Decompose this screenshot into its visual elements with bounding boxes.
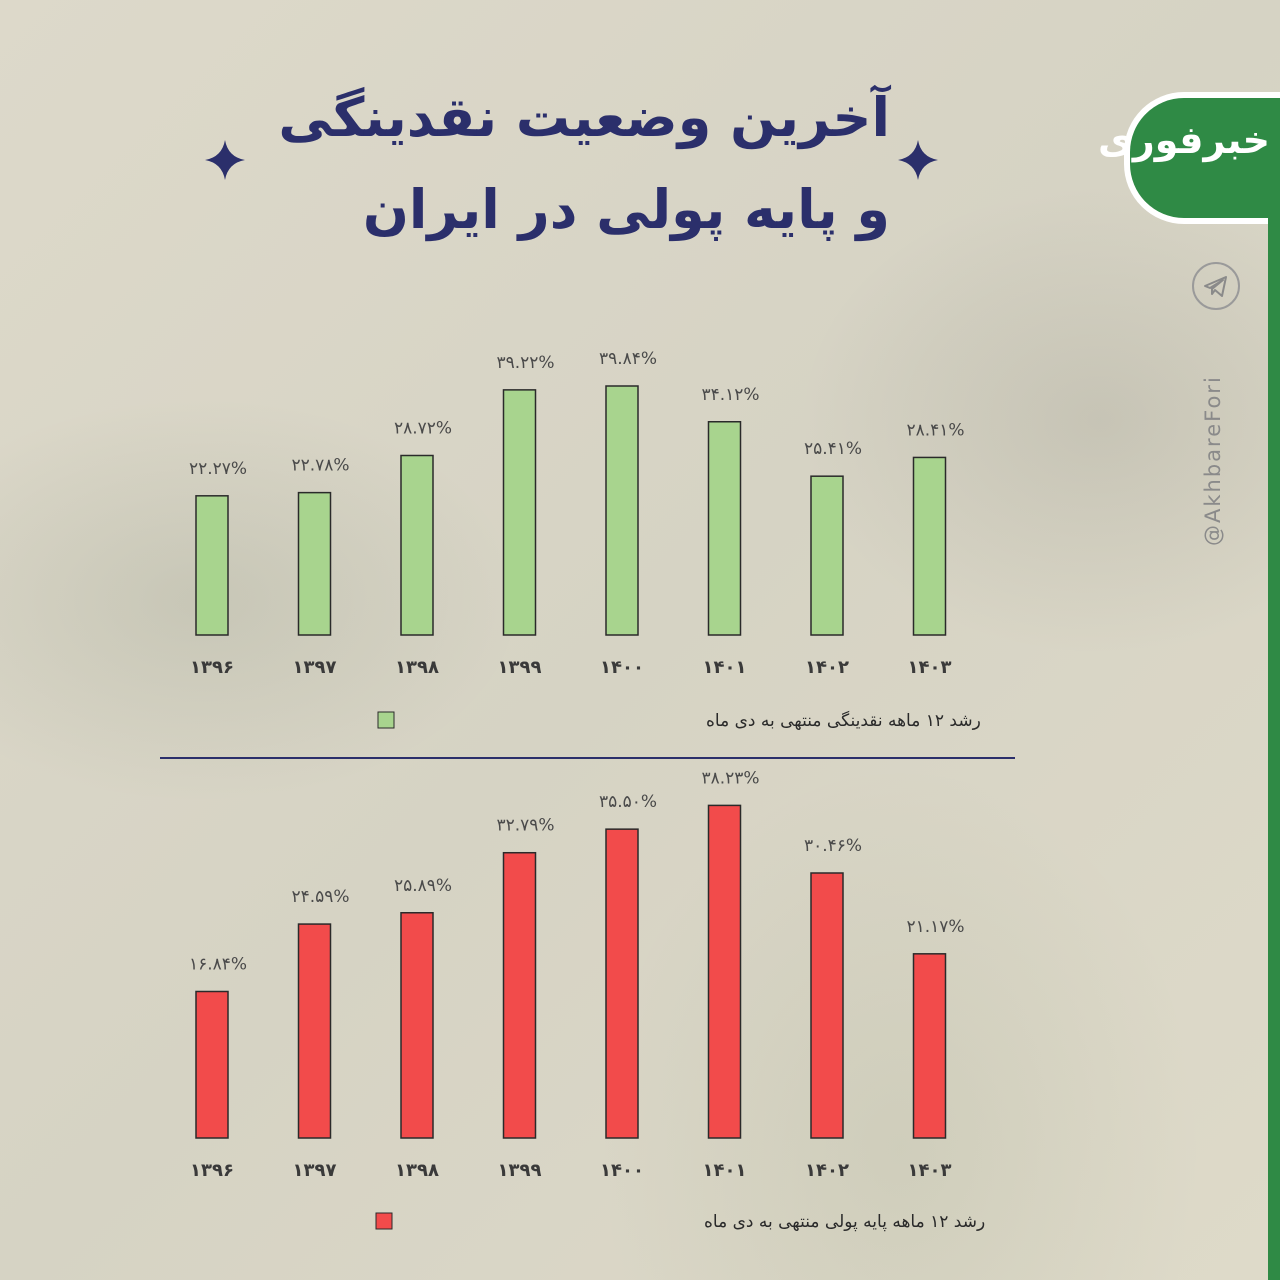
x-tick-label: ۱۳۹۷ (293, 657, 337, 678)
bar-value-label: ۳۹.۸۴% (599, 349, 657, 369)
x-tick-label: ۱۳۹۹ (498, 1160, 542, 1181)
bar (195, 495, 229, 636)
page-title-line-2: و پایه پولی در ایران (362, 178, 890, 241)
bar (912, 953, 947, 1139)
bar-value-label: ۳۹.۲۲% (496, 353, 554, 373)
bar-value-label: ۱۶.۸۴% (189, 954, 247, 974)
sparkle-right-icon (898, 140, 938, 180)
section-divider (160, 757, 1015, 759)
bar-value-label: ۳۲.۷۹% (496, 816, 554, 836)
liquidity-growth-chart: ۲۲.۲۷% ۱۳۹۶ ۲۲.۷۸% ۱۳۹۷ ۲۸.۷۲% ۱۳۹۸ ۳۹.۲۲% ۱۳۹۹… (189, 349, 981, 731)
bar-value-label: ۲۸.۷۲% (394, 419, 452, 439)
bar-value-label: ۲۴.۵۹% (291, 887, 349, 907)
page-title-line-1: آخرین وضعیت نقدینگی (278, 86, 890, 149)
bar-value-label: ۲۵.۴۱% (804, 439, 862, 459)
channel-handle: @AkhbareFori (1201, 375, 1225, 546)
bar (502, 389, 537, 636)
telegram-icon[interactable] (1192, 262, 1240, 310)
x-tick-label: ۱۳۹۶ (190, 657, 234, 678)
bar (400, 912, 434, 1139)
sparkle-left-icon (205, 140, 245, 180)
bar (297, 923, 332, 1139)
bar-value-label: ۲۲.۲۷% (189, 459, 247, 479)
bar-value-label: ۳۵.۵۰% (599, 792, 657, 812)
x-tick-label: ۱۴۰۰ (600, 1160, 644, 1181)
x-tick-label: ۱۴۰۱ (703, 657, 747, 678)
x-tick-label: ۱۳۹۹ (498, 657, 542, 678)
legend-label: رشد ۱۲ ماهه نقدینگی منتهی به دی ماه (706, 710, 981, 731)
x-tick-label: ۱۳۹۶ (190, 1160, 234, 1181)
x-tick-label: ۱۴۰۳ (908, 1160, 952, 1181)
bar (810, 872, 844, 1139)
brand-name: خبرفوری (1098, 118, 1270, 162)
bar (400, 454, 434, 636)
bar (707, 804, 742, 1139)
bar-value-label: ۲۵.۸۹% (394, 876, 452, 896)
bar (912, 456, 947, 636)
bar (502, 851, 537, 1139)
x-tick-label: ۱۴۰۲ (805, 657, 849, 678)
legend-swatch (377, 711, 395, 729)
bar-value-label: ۳۸.۲۳% (701, 770, 759, 788)
bar-value-label: ۳۴.۱۲% (701, 385, 759, 405)
monetary-base-growth-chart: ۱۶.۸۴% ۱۳۹۶ ۲۴.۵۹% ۱۳۹۷ ۲۵.۸۹% ۱۳۹۸ ۳۲.۷۹% ۱۳۹۹… (189, 770, 985, 1232)
x-tick-label: ۱۴۰۳ (908, 657, 952, 678)
x-tick-label: ۱۴۰۲ (805, 1160, 849, 1181)
bar (605, 828, 639, 1139)
channel-handle-text: @AkhbareFori (1201, 375, 1225, 546)
bar-value-label: ۳۰.۴۶% (804, 836, 862, 856)
bar-value-label: ۲۲.۷۸% (291, 456, 349, 476)
x-tick-label: ۱۴۰۱ (703, 1160, 747, 1181)
brand-rail (1268, 212, 1280, 1280)
x-tick-label: ۱۳۹۸ (395, 1160, 439, 1181)
legend-swatch (375, 1212, 393, 1230)
legend-label: رشد ۱۲ ماهه پایه پولی منتهی به دی ماه (704, 1212, 985, 1232)
bar (810, 475, 844, 636)
bar (707, 421, 742, 636)
x-tick-label: ۱۳۹۷ (293, 1160, 337, 1181)
bar-value-label: ۲۱.۱۷% (906, 917, 964, 937)
bar-value-label: ۲۸.۴۱% (906, 420, 964, 440)
bar (297, 491, 332, 636)
brand-logo (1124, 92, 1280, 224)
x-tick-label: ۱۳۹۸ (395, 657, 439, 678)
bar (195, 990, 229, 1139)
bar (605, 385, 639, 636)
x-tick-label: ۱۴۰۰ (600, 657, 644, 678)
